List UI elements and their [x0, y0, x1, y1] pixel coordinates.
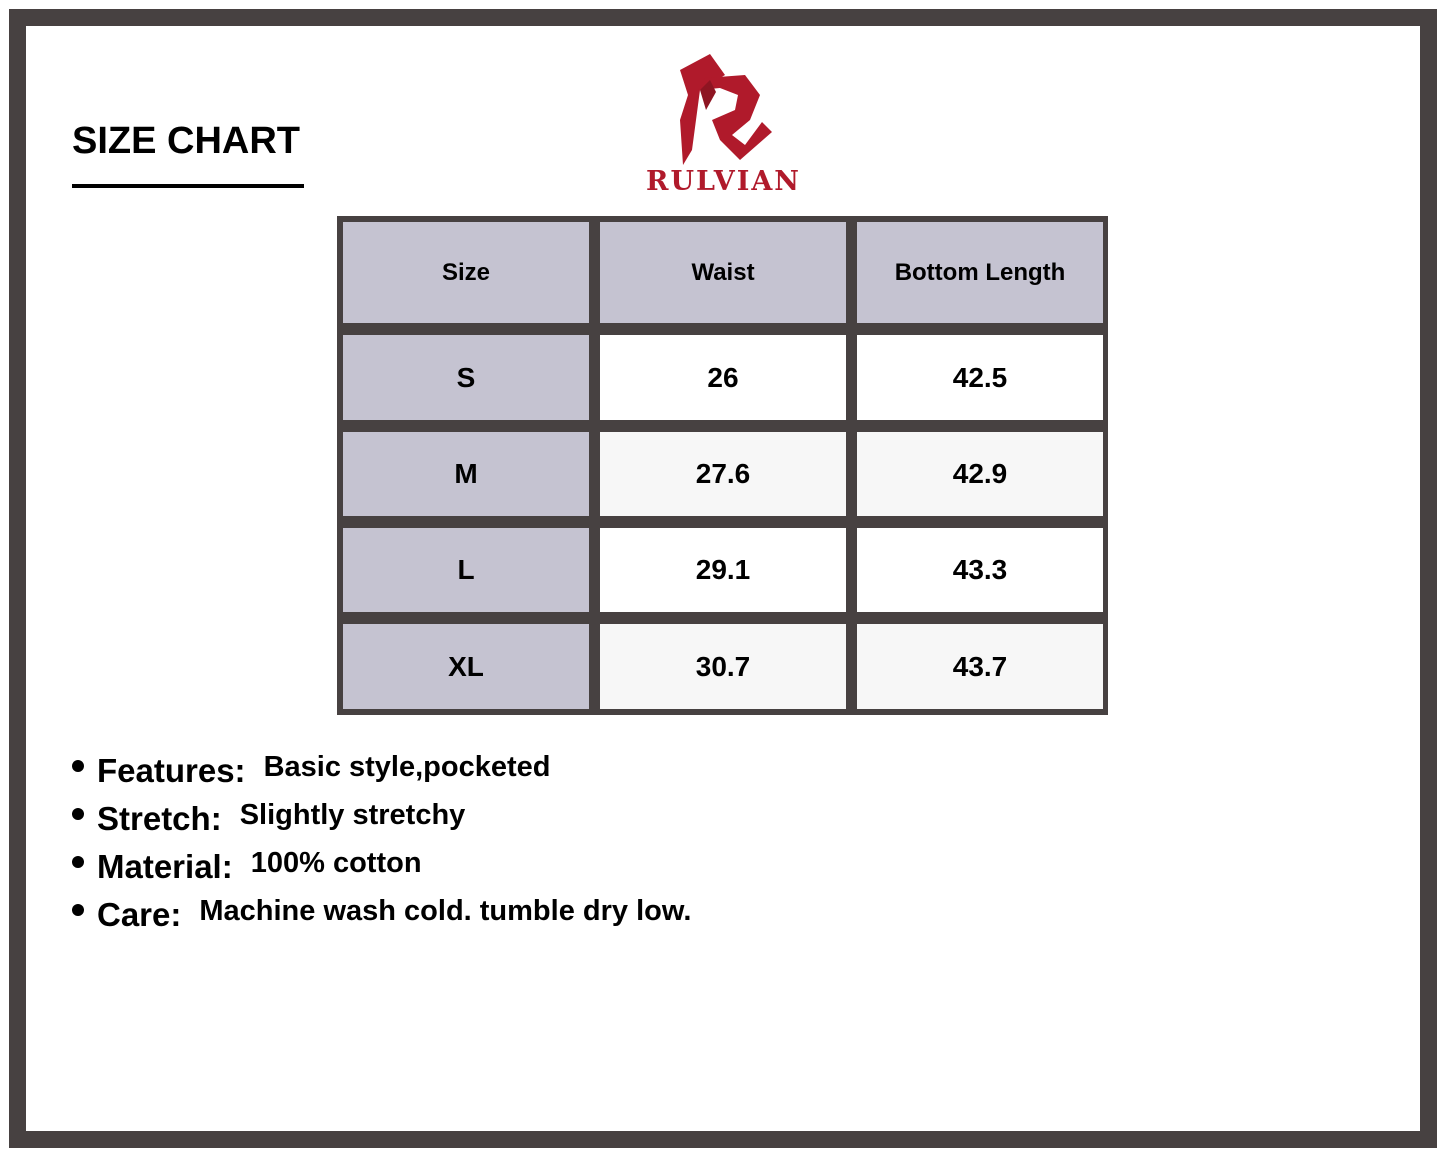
brand-logo [680, 54, 772, 165]
table-cell: 29.1 [600, 528, 846, 612]
table-cell: 27.6 [600, 432, 846, 516]
detail-label: Care: [97, 896, 182, 933]
detail-value: Machine wash cold. tumble dry low. [199, 895, 692, 927]
detail-value: Basic style,pocketed [263, 751, 551, 783]
detail-label: Stretch: [97, 800, 222, 837]
detail-item: Material: 100% cotton [72, 847, 691, 896]
table-cell: 30.7 [600, 624, 846, 709]
column-header: Size [343, 222, 589, 323]
size-cell: L [343, 528, 589, 612]
title-underline [72, 184, 304, 188]
detail-value: Slightly stretchy [239, 799, 466, 831]
size-table: Size Waist Bottom Length S 26 42.5 M 27.6 42.9 L 2… [337, 216, 1108, 715]
brand-name: RULVIAN [646, 166, 801, 197]
bullet-icon [72, 856, 84, 868]
detail-label: Features: [97, 752, 246, 789]
column-header: Bottom Length [857, 222, 1103, 323]
table-cell: 42.9 [857, 432, 1103, 516]
bullet-icon [72, 808, 84, 820]
page-title: SIZE CHART [72, 120, 300, 162]
table-cell: 43.7 [857, 624, 1103, 709]
bullet-icon [72, 904, 84, 916]
size-cell: S [343, 335, 589, 420]
bullet-icon [72, 760, 84, 772]
product-details: Features: Basic style,pocketed Stretch: Sli… [72, 751, 692, 944]
table-cell: 43.3 [857, 528, 1103, 612]
column-header: Waist [600, 222, 846, 323]
detail-value: 100% cotton [250, 847, 422, 879]
detail-item: Care: Machine wash cold. tumble dry low. [72, 895, 692, 944]
detail-label: Material: [97, 848, 233, 885]
table-cell: 42.5 [857, 335, 1103, 420]
size-cell: XL [343, 624, 589, 709]
detail-item: Features: Basic style,pocketed [72, 751, 691, 800]
table-cell: 26 [600, 335, 846, 420]
detail-item: Stretch: Slightly stretchy [72, 799, 691, 848]
size-cell: M [343, 432, 589, 516]
